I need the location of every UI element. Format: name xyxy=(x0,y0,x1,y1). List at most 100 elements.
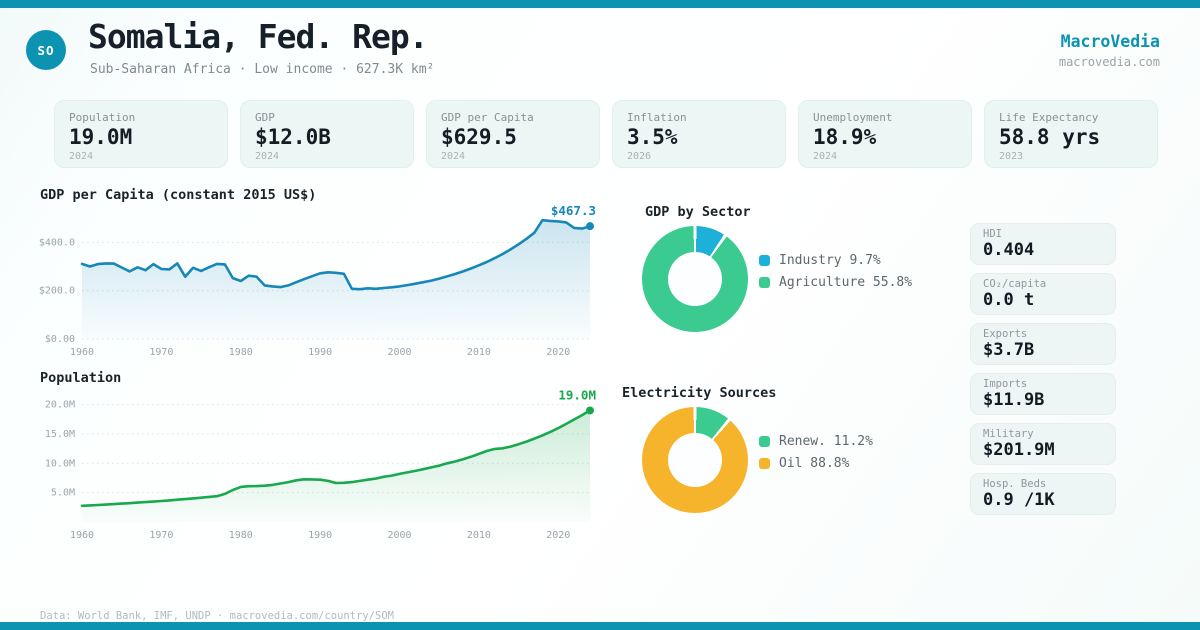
bottom-accent-bar xyxy=(0,622,1200,630)
side-card-value: $3.7B xyxy=(983,340,1035,360)
stat-value: $629.5 xyxy=(441,125,517,149)
brand-name: MacroVedia xyxy=(1060,32,1160,51)
svg-text:1970: 1970 xyxy=(149,347,173,358)
country-code-badge: SO xyxy=(26,30,66,70)
side-card-value: 0.0 t xyxy=(983,290,1035,310)
gdp-sector-legend: Industry 9.7% Agriculture 55.8% xyxy=(759,253,912,297)
svg-text:15.0M: 15.0M xyxy=(45,429,75,440)
legend-item-oil: Oil 88.8% xyxy=(759,456,873,471)
svg-text:2020: 2020 xyxy=(546,530,570,541)
side-card-hosp-beds: Hosp. Beds 0.9 /1K xyxy=(970,473,1116,515)
brand-domain: macrovedia.com xyxy=(1058,55,1160,69)
stat-card-life-expectancy: Life Expectancy 58.8 yrs 2023 xyxy=(984,100,1158,168)
side-card-value: 0.9 /1K xyxy=(983,490,1055,510)
legend-swatch xyxy=(759,436,770,447)
gdp-per-capita-chart: $0.00 $200.0 $400.0 1960 1970 1980 1990 2000 201… xyxy=(30,199,600,361)
series-line xyxy=(80,409,592,508)
svg-text:2010: 2010 xyxy=(467,530,491,541)
legend-item-renewables: Renew. 11.2% xyxy=(759,434,873,449)
svg-text:1960: 1960 xyxy=(70,347,94,358)
side-card-label: Military xyxy=(983,428,1034,440)
svg-text:1960: 1960 xyxy=(70,530,94,541)
side-card-military: Military $201.9M xyxy=(970,423,1116,465)
legend-item-industry: Industry 9.7% xyxy=(759,253,912,268)
stat-card-population: Population 19.0M 2024 xyxy=(54,100,228,168)
gdp-per-capita-chart-title: GDP per Capita (constant 2015 US$) xyxy=(40,187,317,203)
endpoint-dot xyxy=(586,406,594,415)
legend-label: Industry 9.7% xyxy=(779,253,881,268)
stat-year: 2024 xyxy=(441,151,466,162)
svg-text:1980: 1980 xyxy=(229,530,253,541)
side-card-value: 0.404 xyxy=(983,240,1035,260)
stat-label: GDP per Capita xyxy=(441,111,534,124)
stat-card-gdp: GDP $12.0B 2024 xyxy=(240,100,414,168)
legend-label: Renew. 11.2% xyxy=(779,434,873,449)
stat-label: GDP xyxy=(255,111,275,124)
legend-label: Oil 88.8% xyxy=(779,456,850,471)
side-card-imports: Imports $11.9B xyxy=(970,373,1116,415)
svg-text:1970: 1970 xyxy=(149,530,173,541)
svg-text:2000: 2000 xyxy=(387,530,411,541)
endpoint-label: 19.0M xyxy=(558,387,596,402)
population-chart: 5.0M 10.0M 15.0M 20.0M 1960 1970 1980 1990 2000 2… xyxy=(30,382,600,544)
endpoint-dot xyxy=(586,222,594,231)
side-card-label: CO₂/capita xyxy=(983,278,1047,290)
top-accent-bar xyxy=(0,0,1200,8)
svg-text:2000: 2000 xyxy=(387,347,411,358)
side-card-co-capita: CO₂/capita 0.0 t xyxy=(970,273,1116,315)
stat-label: Life Expectancy xyxy=(999,111,1099,124)
electricity-legend: Renew. 11.2% Oil 88.8% xyxy=(759,434,873,478)
stat-year: 2024 xyxy=(255,151,280,162)
svg-text:1990: 1990 xyxy=(308,347,332,358)
svg-text:2010: 2010 xyxy=(467,347,491,358)
stat-value: 58.8 yrs xyxy=(999,125,1101,149)
side-card-exports: Exports $3.7B xyxy=(970,323,1116,365)
population-chart-title: Population xyxy=(40,370,122,386)
stat-card-gdp-per-capita: GDP per Capita $629.5 2024 xyxy=(426,100,600,168)
side-card-value: $201.9M xyxy=(983,440,1055,460)
stat-value: 19.0M xyxy=(69,125,133,149)
svg-text:10.0M: 10.0M xyxy=(45,458,75,469)
legend-swatch xyxy=(759,255,770,266)
svg-text:1990: 1990 xyxy=(308,530,332,541)
brand-block: MacroVedia macrovedia.com xyxy=(1059,32,1160,69)
electricity-donut xyxy=(642,407,748,513)
page-title: Somalia, Fed. Rep. xyxy=(88,17,429,56)
electricity-donut-title: Electricity Sources xyxy=(622,385,777,401)
side-card-label: Exports xyxy=(983,328,1028,340)
stat-year: 2024 xyxy=(69,151,94,162)
svg-text:5.0M: 5.0M xyxy=(51,488,75,499)
svg-text:2020: 2020 xyxy=(546,347,570,358)
data-source-footer: Data: World Bank, IMF, UNDP · macrovedia… xyxy=(40,610,395,622)
legend-label: Agriculture 55.8% xyxy=(779,275,913,290)
stat-value: 18.9% xyxy=(813,125,877,149)
gdp-sector-donut xyxy=(642,226,748,332)
svg-text:$0.00: $0.00 xyxy=(45,334,75,345)
stat-year: 2026 xyxy=(627,151,652,162)
svg-text:$200.0: $200.0 xyxy=(39,286,75,297)
country-subtitle: Sub-Saharan Africa · Low income · 627.3K… xyxy=(90,62,435,77)
stat-card-inflation: Inflation 3.5% 2026 xyxy=(612,100,786,168)
endpoint-label: $467.3 xyxy=(551,203,596,218)
stat-value: 3.5% xyxy=(627,125,678,149)
legend-swatch xyxy=(759,458,770,469)
svg-text:20.0M: 20.0M xyxy=(45,400,75,411)
stat-value: $12.0B xyxy=(255,125,331,149)
side-card-label: Hosp. Beds xyxy=(983,478,1047,490)
side-card-label: Imports xyxy=(983,378,1028,390)
side-indicator-cards: HDI 0.404 CO₂/capita 0.0 t Exports $3.7B Impor… xyxy=(970,223,1116,523)
svg-text:1980: 1980 xyxy=(229,347,253,358)
stat-card-unemployment: Unemployment 18.9% 2024 xyxy=(798,100,972,168)
stat-label: Population xyxy=(69,111,136,124)
side-card-label: HDI xyxy=(983,228,1002,240)
stat-label: Unemployment xyxy=(813,111,893,124)
gdp-sector-donut-title: GDP by Sector xyxy=(645,204,751,220)
series-line xyxy=(80,218,592,291)
stat-year: 2023 xyxy=(999,151,1024,162)
stat-year: 2024 xyxy=(813,151,838,162)
key-stats-row: Population 19.0M 2024 GDP $12.0B 2024 GDP per … xyxy=(54,100,1158,168)
legend-swatch xyxy=(759,277,770,288)
side-card-hdi: HDI 0.404 xyxy=(970,223,1116,265)
side-card-value: $11.9B xyxy=(983,390,1045,410)
